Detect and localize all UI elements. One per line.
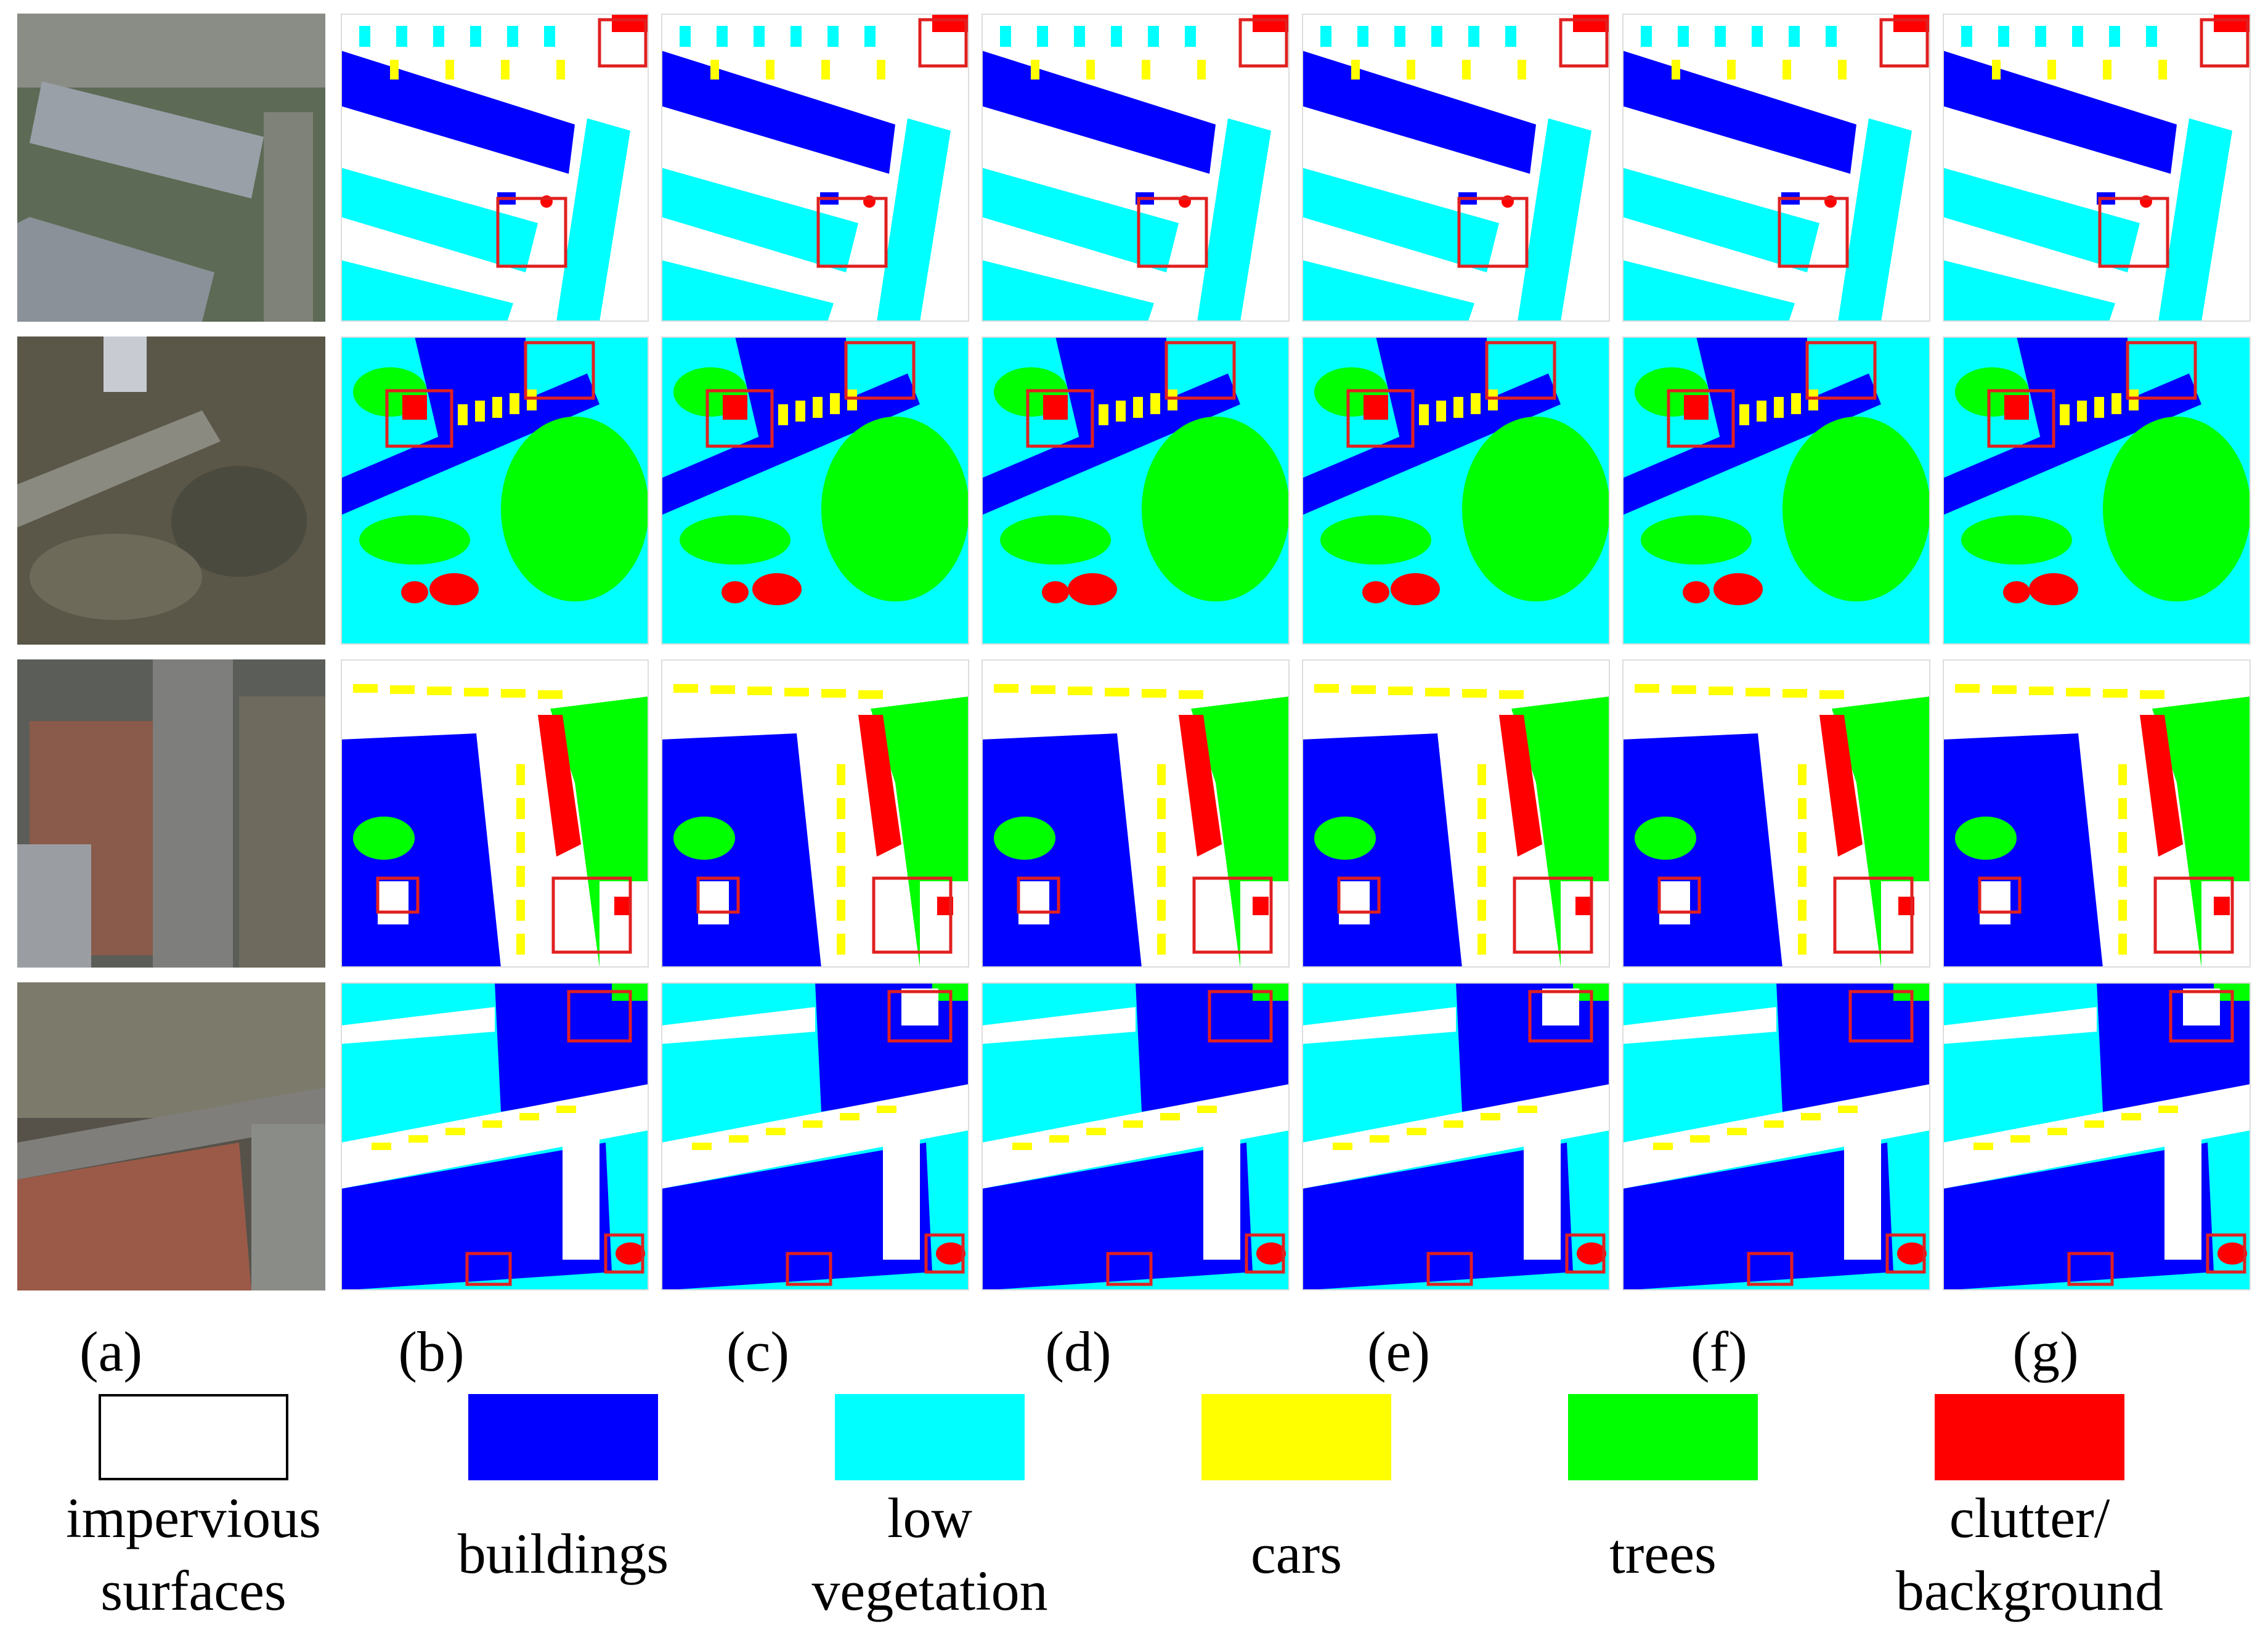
legend-label-buildings: buildings [457,1522,669,1585]
segmentation-map-row1-e [1302,14,1610,322]
segmentation-map-row4-g [1943,982,2251,1290]
segmentation-map-row1-c [661,14,969,322]
legend-label-low-vegetation: low vegetation [811,1486,1048,1622]
legend-label-impervious-surfaces: impervious surfaces [66,1486,321,1622]
legend-swatch-clutter-background [1935,1394,2124,1480]
segmentation-map-row4-c [661,982,969,1290]
segmentation-map-row3-d [982,659,1290,968]
column-label-g: (g) [2012,1320,2079,1383]
legend-label-cars: cars [1250,1522,1343,1585]
segmentation-map-row1-g [1943,14,2251,322]
aerial-image-row2-a [17,336,325,645]
segmentation-map-row2-g [1943,336,2251,645]
legend-swatch-impervious-surfaces [99,1394,288,1480]
aerial-image-row3-a [17,659,325,968]
segmentation-map-row2-c [661,336,969,645]
figure-grid [17,14,2254,1294]
legend-label-clutter-background: clutter/ background [1895,1486,2164,1622]
segmentation-map-row3-g [1943,659,2251,968]
aerial-image-row1-a [17,14,325,322]
segmentation-map-row1-b [341,14,649,322]
segmentation-map-row3-e [1302,659,1610,968]
legend-swatch-low-vegetation [835,1394,1025,1480]
segmentation-map-row3-b [341,659,649,968]
legend: impervious surfaces buildings low vegetati… [0,1394,2268,1635]
legend-swatch-buildings [468,1394,658,1480]
segmentation-map-row3-f [1622,659,1930,968]
column-label-e: (e) [1367,1320,1431,1383]
column-label-c: (c) [726,1320,790,1383]
column-label-d: (d) [1045,1320,1112,1383]
segmentation-map-row2-e [1302,336,1610,645]
segmentation-map-row4-d [982,982,1290,1290]
column-label-f: (f) [1691,1320,1747,1383]
segmentation-map-row2-f [1622,336,1930,645]
segmentation-map-row4-b [341,982,649,1290]
segmentation-map-row2-d [982,336,1290,645]
segmentation-map-row1-f [1622,14,1930,322]
segmentation-map-row4-f [1622,982,1930,1290]
legend-swatch-cars [1201,1394,1391,1480]
segmentation-map-row3-c [661,659,969,968]
legend-label-trees: trees [1609,1522,1717,1585]
segmentation-map-row4-e [1302,982,1610,1290]
aerial-image-row4-a [17,982,325,1290]
segmentation-map-row1-d [982,14,1290,322]
segmentation-map-row2-b [341,336,649,645]
column-label-b: (b) [398,1320,465,1383]
column-label-a: (a) [79,1320,143,1383]
legend-swatch-trees [1568,1394,1758,1480]
